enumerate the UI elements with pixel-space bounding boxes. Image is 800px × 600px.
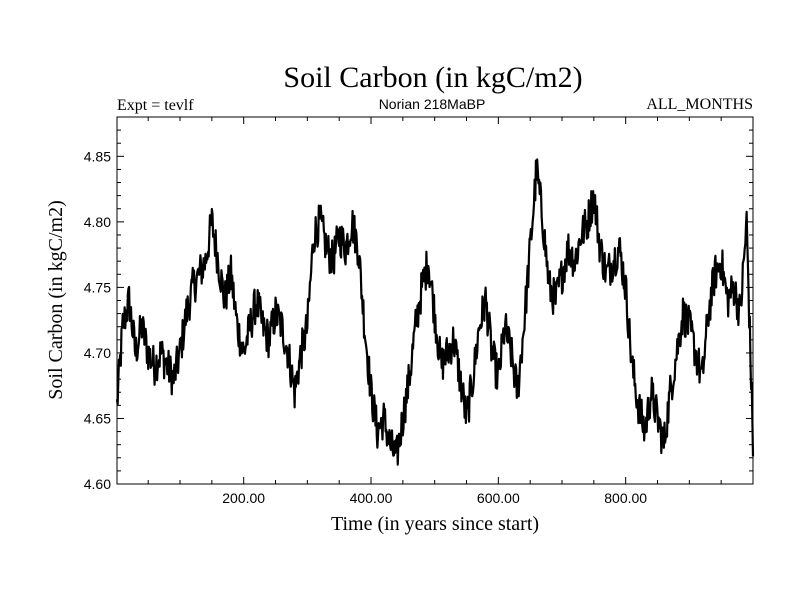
- x-tick-label: 800.00: [604, 490, 647, 506]
- y-tick-label: 4.60: [84, 476, 111, 492]
- series-line: [115, 158, 755, 466]
- chart-title: Soil Carbon (in kgC/m2): [283, 61, 582, 94]
- months-label: ALL_MONTHS: [646, 96, 753, 113]
- y-tick-label: 4.85: [84, 148, 111, 164]
- x-axis-label: Time (in years since start): [331, 513, 539, 535]
- experiment-label: Expt = tevlf: [117, 97, 194, 114]
- chart-subtitle: Norian 218MaBP: [379, 96, 486, 112]
- y-tick-label: 4.70: [84, 345, 111, 361]
- x-tick-label: 200.00: [222, 490, 265, 506]
- y-axis-label: Soil Carbon (in kgC/m2): [45, 200, 67, 399]
- y-tick-label: 4.75: [84, 279, 111, 295]
- axis-tick-labels: 4.60 4.65 4.70 4.75 4.80 4.85 200.00 400.00 600.…: [84, 148, 648, 506]
- y-tick-label: 4.65: [84, 410, 111, 426]
- x-tick-label: 600.00: [477, 490, 520, 506]
- y-tick-label: 4.80: [84, 214, 111, 230]
- plot-frame: [116, 116, 754, 485]
- x-tick-label: 400.00: [350, 490, 393, 506]
